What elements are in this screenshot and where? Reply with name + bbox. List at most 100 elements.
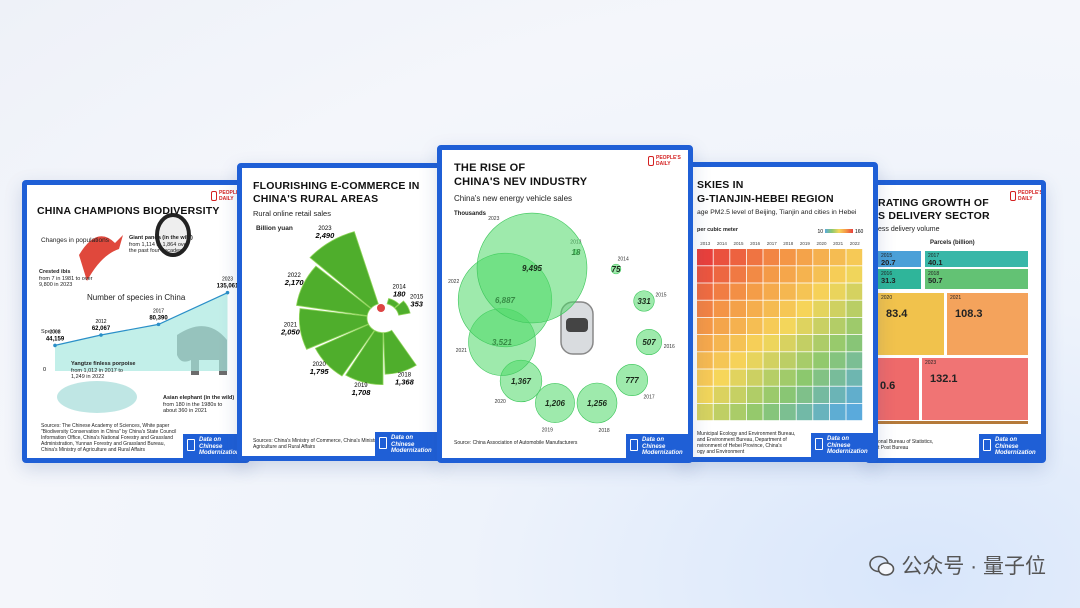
sources: ogy and Environment — [697, 449, 745, 455]
value-label: 20.7 — [881, 258, 896, 267]
value-label: 83.4 — [886, 308, 908, 320]
figure-illustration — [377, 304, 385, 312]
year-label: 2013 — [700, 241, 711, 246]
wechat-icon — [869, 555, 895, 576]
heat-cell — [813, 266, 829, 283]
heat-cell — [763, 386, 780, 403]
heat-cell — [697, 369, 713, 386]
heat-cell — [780, 335, 796, 352]
elephant-name: Asian elephant (in the wild) — [163, 395, 235, 401]
card-title: S DELIVERY SECTOR — [878, 210, 990, 222]
panda-name: Giant panda (in the wild) — [129, 235, 193, 241]
heat-cell — [697, 300, 713, 317]
year-label: 2023 — [925, 360, 936, 366]
air-quality-card: 10 160 2013 2014 2015 2016 2017 2018 2019 2020 202… — [680, 162, 878, 462]
year-label: 2017 — [153, 308, 164, 314]
value-label: 1,368 — [395, 377, 415, 386]
heat-cell — [829, 249, 846, 266]
heat-cell — [746, 300, 763, 317]
badge: Data on Chinese Modernization — [375, 432, 437, 456]
heat-cell — [780, 386, 796, 403]
heat-cell — [780, 317, 796, 335]
heat-cell — [813, 249, 829, 266]
heat-cell — [763, 249, 780, 266]
heat-cell — [763, 352, 780, 369]
heat-cell — [746, 335, 763, 352]
ibis-detail: from 7 in 1981 to over 9,800 in 2023 — [39, 276, 93, 288]
nev-chart: 1820137520143312015507201677720171,25620… — [448, 212, 675, 434]
year-label: 2021 — [950, 295, 961, 301]
sources: nvironment of Hebei Province, China's — [697, 443, 782, 449]
year-label: 2014 — [618, 256, 629, 262]
panda-illustration — [155, 213, 191, 257]
heat-cell — [763, 317, 780, 335]
chart-title: Number of species in China — [87, 293, 186, 302]
ecommerce-card: 2014 180 2015 353 2018 1,368 2019 1,708 2020 1,79… — [237, 163, 442, 461]
treemap-base — [878, 421, 1028, 424]
card-title: CHINA'S RURAL AREAS — [253, 193, 379, 205]
delivery-card: 0.6 2015 20.7 2017 40.1 2016 31.3 2018 50.7 2020 8… — [865, 180, 1046, 463]
sales-wedge — [299, 308, 369, 350]
year-label: 2020 — [881, 295, 892, 301]
heat-cell — [713, 369, 730, 386]
car-window — [566, 318, 588, 332]
card-title: SKIES IN — [697, 179, 744, 191]
year-label: 2019 — [800, 241, 811, 246]
species-area — [55, 292, 228, 371]
heat-cell — [796, 266, 813, 283]
year-label: 2020 — [312, 362, 326, 368]
badge: Data on Chinese Modernization — [183, 434, 245, 458]
parcel-cell — [878, 269, 921, 289]
heat-cell — [813, 352, 829, 369]
heat-cell — [763, 369, 780, 386]
value-label: 1,256 — [587, 399, 608, 408]
year-label: 2017 — [767, 241, 778, 246]
year-label: 2018 — [783, 241, 794, 246]
heat-cell — [730, 335, 746, 352]
sales-wedge — [314, 323, 375, 377]
value-label: 2,050 — [280, 328, 301, 337]
heat-cell — [846, 283, 863, 300]
heat-cell — [829, 369, 846, 386]
heat-cell — [697, 283, 713, 300]
value-label: 2,170 — [284, 278, 305, 287]
heat-cell — [746, 352, 763, 369]
year-label: 2008 — [49, 329, 60, 335]
heat-cell — [746, 283, 763, 300]
card-subtitle: ess delivery volume — [878, 226, 940, 233]
sales-wedge — [296, 265, 372, 317]
heat-cell — [713, 386, 730, 403]
parcel-cell — [878, 251, 921, 267]
year-label: 2020 — [495, 399, 506, 405]
year-label: 2017 — [928, 253, 939, 259]
porpoise-name: Yangtze finless porpoise — [71, 361, 136, 367]
heat-cell — [813, 300, 829, 317]
year-label: 2015 — [881, 253, 892, 259]
heat-cell — [746, 403, 763, 421]
heat-cell — [829, 335, 846, 352]
card-title: FLOURISHING E-COMMERCE IN — [253, 180, 420, 192]
watermark-text: 公众号 · 量子位 — [901, 555, 1046, 578]
badge: Data on Chinese Modernization — [979, 434, 1041, 458]
species-point — [53, 343, 57, 348]
heat-cell — [813, 283, 829, 300]
sales-wedge — [394, 300, 411, 316]
value-label: 80,390 — [149, 315, 168, 321]
heat-cell — [730, 283, 746, 300]
species-line — [54, 292, 228, 346]
year-label: 2017 — [644, 394, 655, 400]
heat-cell — [746, 266, 763, 283]
year-label: 2018 — [599, 428, 610, 434]
value-label: 1,795 — [310, 367, 330, 376]
heat-cell — [730, 300, 746, 317]
heat-cell — [846, 386, 863, 403]
watermark: 公众号 · 量子位 — [869, 550, 1046, 580]
heat-cell — [780, 403, 796, 421]
card-subtitle: China's new energy vehicle sales — [454, 194, 573, 203]
year-label: 2016 — [664, 344, 675, 350]
heat-cell — [713, 403, 730, 421]
card-subtitle: Changes in populations — [41, 237, 109, 244]
brand-logo: PEOPLE'S DAILY — [1010, 190, 1041, 202]
heat-cell — [697, 266, 713, 283]
